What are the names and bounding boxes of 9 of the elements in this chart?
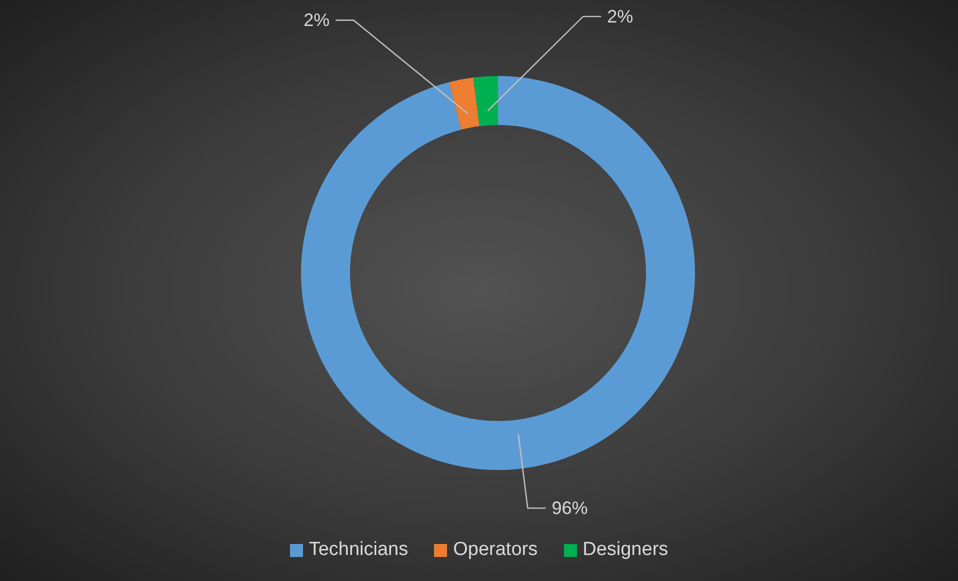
legend-label: Technicians (308, 539, 408, 561)
legend-label: Operators (453, 539, 538, 561)
legend-label: Designers (582, 539, 668, 561)
data-label: 2% (607, 6, 634, 26)
donut-slice (449, 78, 480, 130)
donut-slice (301, 76, 695, 470)
data-label: 96% (552, 498, 588, 518)
data-label: 2% (304, 10, 330, 30)
donut-slice (473, 76, 498, 126)
